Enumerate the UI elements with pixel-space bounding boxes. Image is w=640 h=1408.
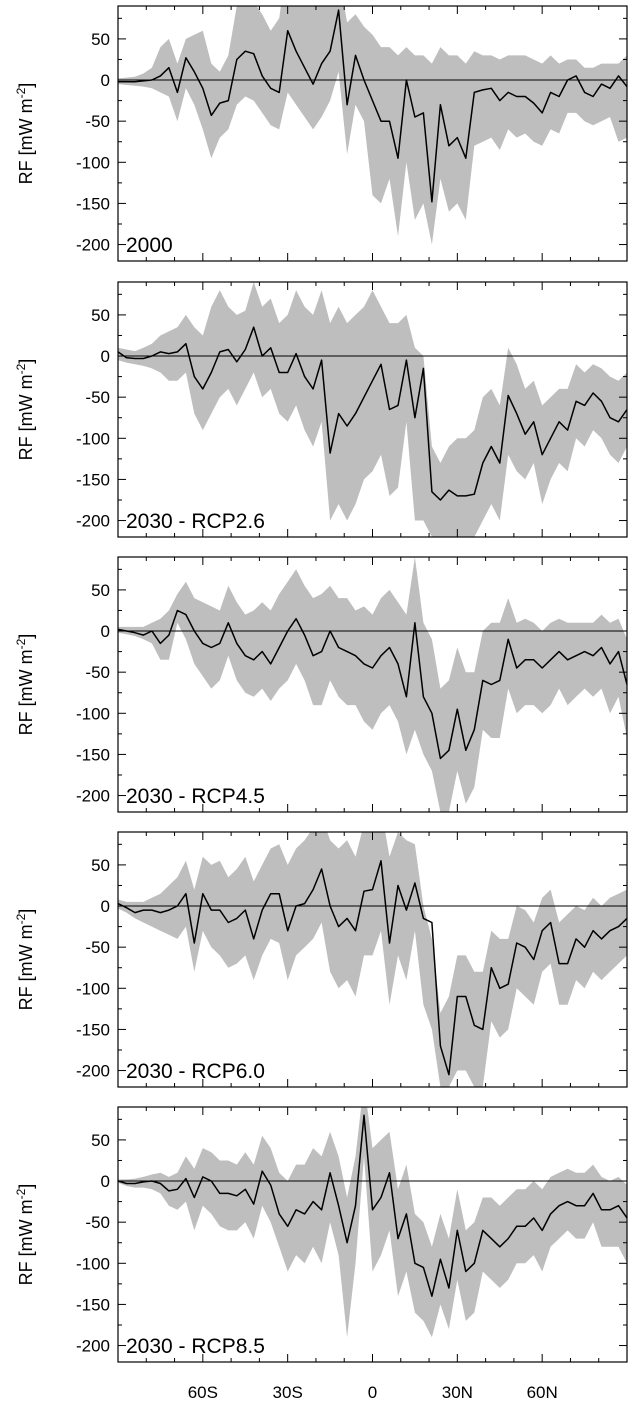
mean-line bbox=[118, 609, 627, 760]
y-tick-label: -200 bbox=[76, 512, 110, 531]
panel-4: -200 -150 -100 -50 0 50 RF [mW m-2] 2030 - RCP6… bbox=[14, 831, 628, 1088]
panel-label: 2030 - RCP6.0 bbox=[126, 1060, 265, 1083]
y-tick-label: -100 bbox=[76, 704, 110, 723]
spread-band bbox=[118, 282, 627, 537]
panel-2: -200 -150 -100 -50 0 50 RF [mW m-2] 2030 - RCP2… bbox=[14, 281, 628, 538]
y-tick-label: -200 bbox=[76, 787, 110, 806]
spread-band bbox=[118, 557, 627, 812]
y-tick-label: 0 bbox=[101, 1172, 110, 1191]
y-tick-label: -100 bbox=[76, 979, 110, 998]
y-tick-label: 50 bbox=[91, 581, 110, 600]
y-axis-label: RF [mW m-2] bbox=[14, 359, 36, 461]
x-tick-label: 60N bbox=[527, 1383, 558, 1402]
mean-line bbox=[118, 9, 627, 203]
plot-area bbox=[118, 832, 627, 1087]
panel-label: 2030 - RCP8.5 bbox=[126, 1335, 265, 1358]
y-tick-label: 0 bbox=[101, 347, 110, 366]
y-tick-label: -50 bbox=[85, 1213, 110, 1232]
panel-label: 2030 - RCP2.6 bbox=[126, 510, 265, 533]
spread-band bbox=[118, 1107, 627, 1338]
y-tick-label: -200 bbox=[76, 236, 110, 255]
y-axis-label: RF [mW m-2] bbox=[14, 83, 36, 185]
y-tick-label: -200 bbox=[76, 1337, 110, 1356]
x-tick-label: 0 bbox=[368, 1383, 377, 1402]
y-tick-label: 50 bbox=[91, 1131, 110, 1150]
y-tick-label: -50 bbox=[85, 938, 110, 957]
panel-label: 2030 - RCP4.5 bbox=[126, 785, 265, 808]
y-axis-label: RF [mW m-2] bbox=[14, 1184, 36, 1286]
y-tick-label: 0 bbox=[101, 71, 110, 90]
spread-band bbox=[118, 832, 627, 1087]
plot-area bbox=[118, 6, 627, 245]
plot-area bbox=[118, 282, 627, 537]
y-tick-label: -200 bbox=[76, 1062, 110, 1081]
x-tick-label: 30S bbox=[273, 1383, 303, 1402]
panel-3: -200 -150 -100 -50 0 50 RF [mW m-2] 2030 - RCP4… bbox=[14, 556, 628, 813]
x-tick-label: 60S bbox=[188, 1383, 218, 1402]
y-tick-label: 50 bbox=[91, 856, 110, 875]
y-tick-label: 0 bbox=[101, 622, 110, 641]
y-tick-label: -150 bbox=[76, 1020, 110, 1039]
y-tick-label: -50 bbox=[85, 112, 110, 131]
x-tick-label: 30N bbox=[442, 1383, 473, 1402]
y-tick-label: -150 bbox=[76, 1295, 110, 1314]
y-tick-label: 50 bbox=[91, 306, 110, 325]
y-axis-label: RF [mW m-2] bbox=[14, 909, 36, 1011]
y-tick-label: -50 bbox=[85, 663, 110, 682]
spread-band bbox=[118, 6, 627, 245]
y-tick-label: -100 bbox=[76, 429, 110, 448]
mean-line bbox=[118, 1114, 627, 1297]
plot-area bbox=[118, 557, 627, 812]
panel-5: -200 -150 -100 -50 0 50 RF [mW m-2] 2030 - RCP8… bbox=[14, 1106, 628, 1402]
mean-line bbox=[118, 326, 627, 501]
plot-area bbox=[118, 1107, 627, 1338]
y-tick-label: -150 bbox=[76, 470, 110, 489]
panel-1: -200 -150 -100 -50 0 50 RF [mW m-2] 2000 bbox=[14, 5, 628, 262]
y-tick-label: -150 bbox=[76, 194, 110, 213]
y-tick-label: 0 bbox=[101, 897, 110, 916]
panel-label: 2000 bbox=[126, 234, 173, 257]
y-tick-label: -100 bbox=[76, 1254, 110, 1273]
y-tick-label: 50 bbox=[91, 30, 110, 49]
y-tick-label: -150 bbox=[76, 745, 110, 764]
y-tick-label: -50 bbox=[85, 388, 110, 407]
y-axis-label: RF [mW m-2] bbox=[14, 634, 36, 736]
mean-line bbox=[118, 860, 627, 1076]
y-tick-label: -100 bbox=[76, 153, 110, 172]
